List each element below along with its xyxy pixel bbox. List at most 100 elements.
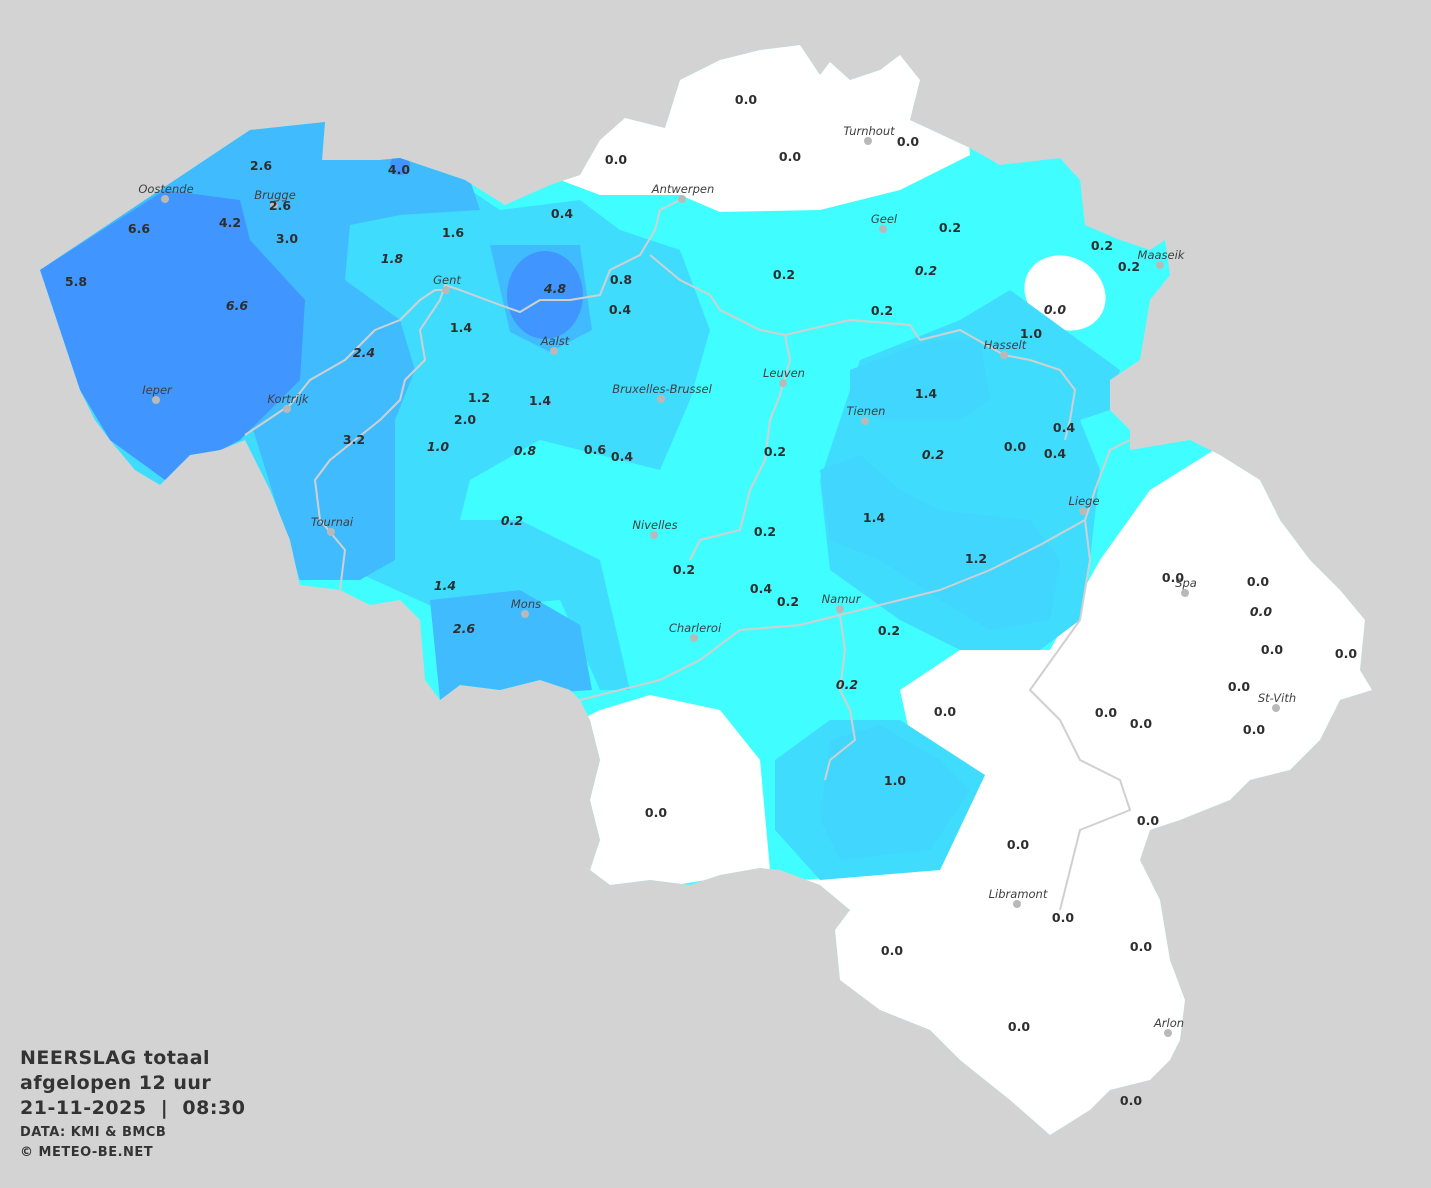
city-label: Arlon	[1153, 1016, 1184, 1030]
station-value: 6.6	[226, 298, 248, 313]
city-markers: Oostende Brugge Gent Antwerpen Turnhout Geel M…	[138, 124, 1296, 1037]
station-value: 0.0	[1228, 679, 1250, 694]
station-value: 0.0	[1261, 642, 1283, 657]
city-dot	[270, 201, 278, 209]
city-dot	[152, 396, 160, 404]
station-value: 0.2	[501, 513, 523, 528]
city-label: Kortrijk	[267, 392, 310, 406]
city-label: Geel	[871, 212, 898, 226]
city-label: Ieper	[142, 383, 173, 397]
station-value: 1.0	[884, 773, 906, 788]
station-value: 0.4	[1053, 420, 1075, 435]
city-label: Oostende	[138, 182, 193, 196]
station-value: 0.2	[777, 594, 799, 609]
station-value: 0.2	[915, 263, 937, 278]
station-value: 0.0	[1162, 570, 1184, 585]
city-dot	[1079, 507, 1087, 515]
river-dijle	[649, 254, 791, 561]
station-value: 6.6	[128, 221, 150, 236]
station-value: 0.4	[609, 302, 631, 317]
river-maas	[579, 439, 1131, 701]
station-value: 0.2	[673, 562, 695, 577]
station-value: 0.2	[878, 623, 900, 638]
station-value: 0.4	[551, 206, 573, 221]
station-value: 0.0	[1007, 837, 1029, 852]
station-value: 5.8	[65, 274, 87, 289]
river-leie	[244, 289, 446, 436]
city-label: Liege	[1068, 494, 1099, 508]
station-value: 0.2	[939, 220, 961, 235]
zone-dry-maaseik	[1024, 255, 1106, 331]
legend-period: afgelopen 12 uur	[20, 1072, 212, 1094]
station-value: 0.0	[1130, 939, 1152, 954]
zone-high-aalst	[507, 251, 583, 339]
city-dot	[1164, 1029, 1172, 1037]
city-dot	[1156, 261, 1164, 269]
station-value: 0.0	[934, 704, 956, 719]
city-dot	[327, 528, 335, 536]
city-label: Spa	[1175, 576, 1197, 590]
city-dot	[650, 531, 658, 539]
station-value: 0.8	[610, 272, 632, 287]
city-dot	[779, 379, 787, 387]
city-label: Leuven	[763, 366, 805, 380]
station-value: 1.0	[427, 439, 449, 454]
city-label: Turnhout	[843, 124, 895, 138]
city-label: Tournai	[311, 515, 354, 529]
city-label: Maaseik	[1138, 248, 1186, 262]
station-value: 0.6	[584, 442, 606, 457]
city-dot	[1000, 351, 1008, 359]
station-value: 0.0	[1250, 604, 1272, 619]
station-value: 0.0	[1008, 1019, 1030, 1034]
city-dot	[161, 195, 169, 203]
station-value: 0.2	[773, 267, 795, 282]
station-value: 0.4	[611, 449, 633, 464]
city-label: Hasselt	[984, 338, 1027, 352]
city-dot	[690, 634, 698, 642]
station-value: 0.0	[735, 92, 757, 107]
city-dot	[1013, 900, 1021, 908]
station-value: 0.0	[645, 805, 667, 820]
city-dot	[283, 405, 291, 413]
legend-copyright: © METEO-BE.NET	[20, 1145, 154, 1160]
city-dot	[836, 605, 844, 613]
city-dot	[442, 286, 450, 294]
city-label: Libramont	[989, 887, 1048, 901]
station-value: 1.2	[965, 551, 987, 566]
station-value: 0.0	[897, 134, 919, 149]
station-value: 0.0	[605, 152, 627, 167]
station-value: 0.2	[1118, 259, 1140, 274]
station-value: 0.2	[871, 303, 893, 318]
zone-mid-namur-east	[820, 455, 1060, 630]
station-value: 0.2	[1091, 238, 1113, 253]
zone-mid-south	[820, 725, 970, 860]
station-value: 0.2	[764, 444, 786, 459]
station-value: 2.0	[454, 412, 476, 427]
station-value: 0.4	[750, 581, 772, 596]
city-label: Namur	[822, 592, 862, 606]
city-dot	[879, 225, 887, 233]
station-value: 0.0	[881, 943, 903, 958]
station-value: 0.8	[514, 443, 536, 458]
city-label: Brugge	[254, 188, 296, 202]
station-value: 3.2	[343, 432, 365, 447]
legend-datetime: 21-11-2025 | 08:30	[20, 1097, 246, 1119]
station-value: 2.6	[250, 158, 272, 173]
station-value: 1.2	[468, 390, 490, 405]
station-value: 2.6	[269, 198, 291, 213]
city-label: Aalst	[540, 334, 570, 348]
city-label: Bruxelles-Brussel	[612, 382, 712, 396]
city-dot	[657, 395, 665, 403]
station-value: 4.8	[543, 281, 566, 296]
station-value: 1.0	[1020, 326, 1042, 341]
station-value: 0.2	[922, 447, 944, 462]
station-value: 0.0	[1052, 910, 1074, 925]
station-value: 1.4	[529, 393, 551, 408]
legend-title: NEERSLAG totaal	[20, 1047, 211, 1069]
station-value: 0.0	[1335, 646, 1357, 661]
station-value: 1.4	[434, 578, 456, 593]
station-value: 0.0	[1044, 302, 1066, 317]
river-ourthe	[1029, 519, 1131, 911]
